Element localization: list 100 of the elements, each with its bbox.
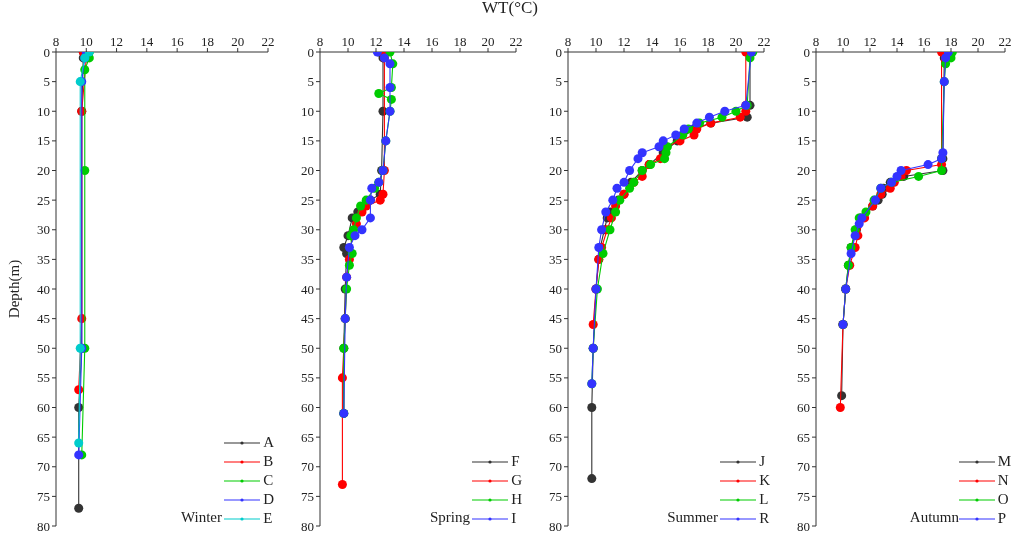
- x-tick-label: 14: [140, 34, 154, 49]
- y-tick-label: 0: [307, 44, 314, 60]
- y-tick-label: 0: [803, 44, 810, 60]
- legend-label: R: [759, 510, 770, 527]
- y-tick-label: 40: [549, 281, 562, 297]
- x-tick-label: 18: [944, 34, 958, 49]
- y-tick-label: 75: [549, 488, 562, 504]
- x-tick-label: 16: [170, 34, 185, 49]
- y-tick-label: 55: [549, 370, 562, 386]
- legend-label: K: [759, 472, 770, 489]
- y-tick-label: 30: [797, 222, 810, 238]
- y-tick-label: 20: [37, 163, 50, 179]
- x-tick-label: 12: [617, 34, 631, 49]
- y-tick-label: 30: [37, 222, 50, 238]
- y-tick-label: 10: [37, 103, 50, 119]
- y-tick-label: 55: [797, 370, 810, 386]
- y-tick-label: 45: [37, 311, 50, 327]
- y-tick-label: 40: [797, 281, 810, 297]
- x-tick-label: 8: [316, 34, 324, 49]
- annotation: Winter: [180, 509, 222, 526]
- y-tick-label: 70: [549, 459, 562, 475]
- x-tick-label: 16: [673, 34, 687, 49]
- y-tick-label: 75: [797, 488, 810, 504]
- x-tick-label: 18: [200, 34, 214, 49]
- y-tick-label: 55: [37, 370, 50, 386]
- y-tick-label: 75: [37, 488, 50, 504]
- y-tick-label: 60: [37, 400, 50, 416]
- y-tick-label: 5: [555, 74, 562, 90]
- x-axis-title: WT(°C): [481, 0, 539, 18]
- x-tick-label: 20: [729, 34, 743, 49]
- legend-label: F: [511, 453, 520, 470]
- y-tick-label: 60: [797, 400, 810, 416]
- y-tick-label: 30: [301, 222, 314, 238]
- y-tick-label: 50: [301, 340, 314, 356]
- y-tick-label: 50: [37, 340, 50, 356]
- y-tick-label: 80: [37, 518, 50, 534]
- annotation: Summer: [667, 509, 718, 526]
- legend-label: O: [997, 491, 1009, 508]
- y-tick-label: 75: [301, 488, 314, 504]
- x-tick-label: 14: [397, 34, 411, 49]
- y-tick-label: 65: [301, 429, 314, 445]
- legend-label: G: [511, 472, 522, 489]
- y-tick-label: 10: [797, 103, 810, 119]
- y-tick-label: 80: [301, 518, 314, 534]
- y-tick-label: 40: [301, 281, 314, 297]
- y-tick-label: 70: [797, 459, 810, 475]
- x-tick-label: 12: [863, 34, 877, 49]
- legend-label: L: [759, 491, 769, 508]
- legend-label: I: [511, 510, 517, 527]
- legend-label: J: [759, 453, 765, 470]
- y-tick-label: 45: [797, 311, 810, 327]
- y-tick-label: 45: [549, 311, 562, 327]
- x-tick-label: 14: [645, 34, 659, 49]
- y-tick-label: 25: [301, 192, 314, 208]
- y-tick-label: 35: [549, 251, 562, 267]
- x-tick-label: 22: [261, 34, 275, 49]
- x-tick-label: 8: [812, 34, 820, 49]
- y-tick-label: 15: [301, 133, 314, 149]
- legend-label: E: [263, 510, 273, 527]
- x-tick-label: 20: [481, 34, 495, 49]
- x-tick-label: 16: [425, 34, 439, 49]
- y-tick-label: 15: [549, 133, 562, 149]
- annotation: Spring: [429, 509, 470, 526]
- y-tick-label: 25: [549, 192, 562, 208]
- y-tick-label: 60: [549, 400, 562, 416]
- legend-label: D: [263, 491, 274, 508]
- y-tick-label: 40: [37, 281, 50, 297]
- y-tick-label: 10: [301, 103, 314, 119]
- y-tick-label: 20: [301, 163, 314, 179]
- x-tick-label: 18: [701, 34, 715, 49]
- y-tick-label: 35: [301, 251, 314, 267]
- y-tick-label: 20: [549, 163, 562, 179]
- y-tick-label: 80: [549, 518, 562, 534]
- x-tick-label: 14: [890, 34, 904, 49]
- y-tick-label: 30: [549, 222, 562, 238]
- y-tick-label: 70: [301, 459, 314, 475]
- y-tick-label: 65: [37, 429, 50, 445]
- y-tick-label: 20: [797, 163, 810, 179]
- x-tick-label: 22: [757, 34, 771, 49]
- legend-label: M: [997, 453, 1011, 470]
- y-tick-label: 65: [797, 429, 810, 445]
- y-tick-label: 10: [549, 103, 562, 119]
- y-tick-label: 5: [307, 74, 314, 90]
- y-tick-label: 0: [43, 44, 50, 60]
- x-tick-label: 22: [998, 34, 1012, 49]
- x-tick-label: 8: [564, 34, 572, 49]
- legend-label: B: [263, 453, 274, 470]
- y-tick-label: 15: [797, 133, 810, 149]
- y-tick-label: 65: [549, 429, 562, 445]
- x-tick-label: 10: [341, 34, 355, 49]
- y-tick-label: 45: [301, 311, 314, 327]
- annotation: Autumn: [909, 509, 959, 526]
- y-tick-label: 70: [37, 459, 50, 475]
- y-tick-label: 80: [797, 518, 810, 534]
- y-tick-label: 55: [301, 370, 314, 386]
- legend-label: C: [263, 472, 274, 489]
- legend-label: H: [511, 491, 522, 508]
- legend-label: N: [997, 472, 1009, 489]
- y-tick-label: 25: [797, 192, 810, 208]
- x-tick-label: 12: [369, 34, 383, 49]
